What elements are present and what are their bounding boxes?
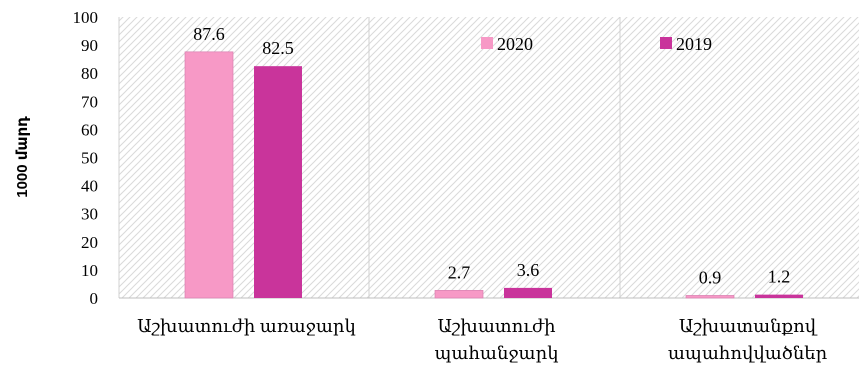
y-tick-label: 10	[81, 261, 98, 280]
plot-area	[119, 17, 859, 298]
bar-2020	[685, 295, 735, 299]
data-label: 3.6	[517, 260, 540, 280]
category-label: պահանջարկ	[434, 343, 558, 363]
bar-2019	[504, 287, 552, 298]
bar-2020	[184, 51, 234, 299]
legend-swatch-2019	[660, 37, 672, 49]
y-tick-label: 50	[81, 149, 98, 168]
data-label: 87.6	[193, 24, 225, 44]
category-label: ապահովվածներ	[668, 343, 828, 363]
y-tick-label: 60	[81, 120, 98, 139]
y-tick-label: 90	[81, 36, 98, 55]
y-tick-label: 0	[90, 289, 99, 308]
category-label: Աշխատուժի առաջարկ	[137, 316, 356, 336]
legend-label-2019: 2019	[676, 34, 712, 54]
data-label: 0.9	[699, 267, 722, 287]
category-label: Աշխատանքով	[679, 316, 818, 336]
y-axis-label: 1000 մարդ	[14, 116, 31, 198]
data-label: 82.5	[262, 38, 294, 58]
y-tick-label: 70	[81, 92, 98, 111]
y-tick-label: 100	[73, 8, 99, 27]
bar-2019	[254, 66, 302, 298]
legend-label-2020: 2020	[497, 34, 533, 54]
legend-swatch-2020	[481, 37, 493, 49]
y-tick-label: 20	[81, 233, 98, 252]
y-tick-label: 40	[81, 177, 98, 196]
y-tick-label: 80	[81, 64, 98, 83]
y-tick-label: 30	[81, 205, 98, 224]
bar-2019	[755, 294, 803, 298]
data-label: 2.7	[448, 262, 471, 282]
bar-2020	[434, 290, 484, 299]
data-label: 1.2	[768, 267, 791, 287]
category-label: Աշխատուժի	[437, 316, 555, 336]
